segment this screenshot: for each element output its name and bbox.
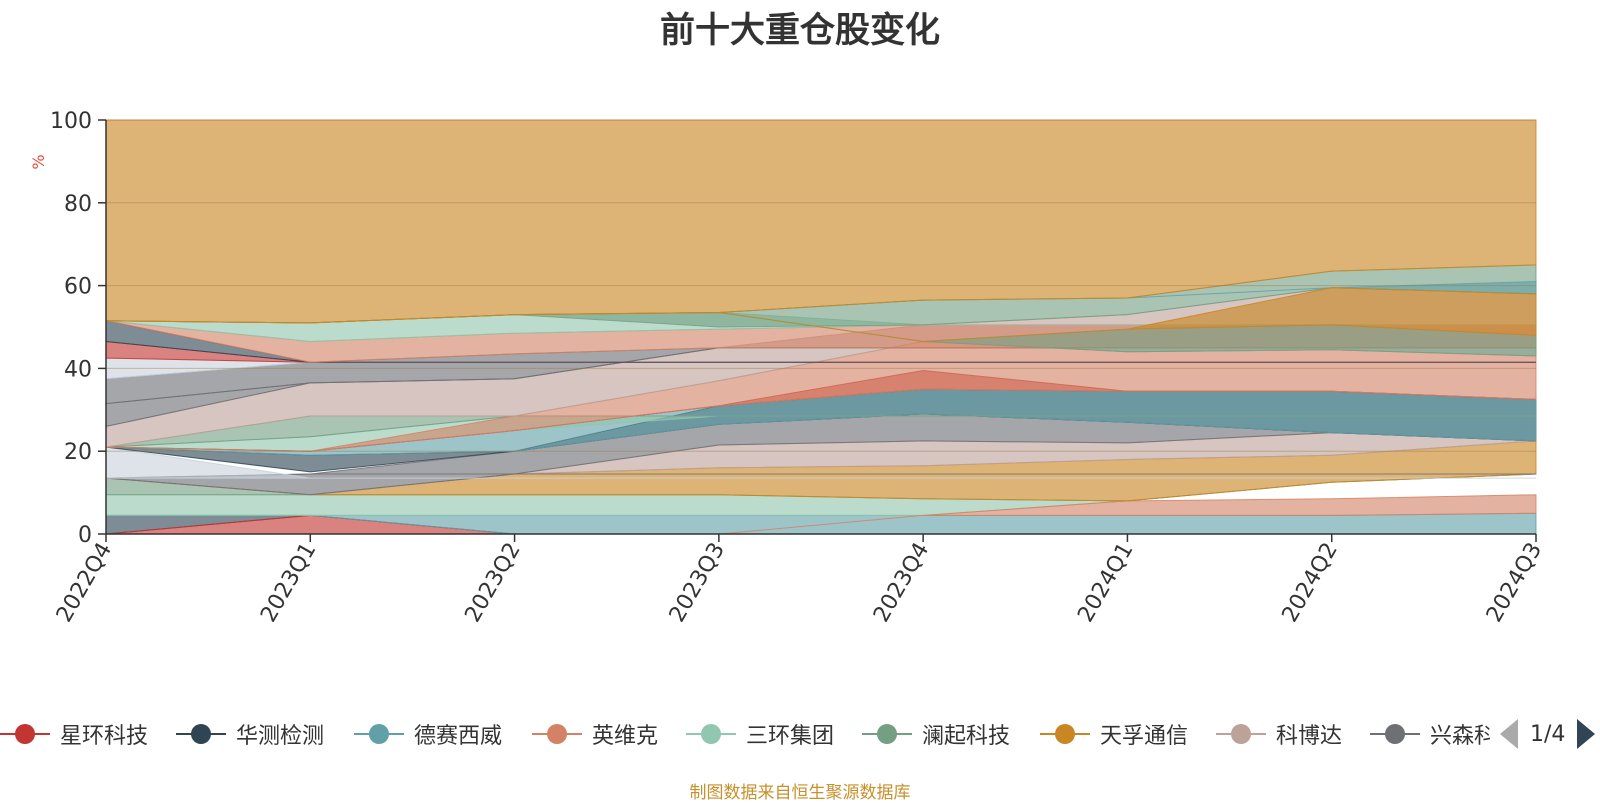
y-tick-label-3: 60: [64, 275, 92, 300]
x-tick-label-5: 2024Q1: [1073, 539, 1138, 627]
legend-label: 天孚通信: [1100, 724, 1189, 749]
series-bands: [105, 119, 1537, 535]
legend-item-5[interactable]: 澜起科技: [862, 718, 1010, 750]
legend-marker-icon: [1370, 718, 1420, 750]
legend-item-6[interactable]: 天孚通信: [1040, 718, 1188, 750]
legend-marker-icon: [686, 718, 736, 750]
x-tick-label-2: 2023Q2: [460, 539, 525, 627]
legend-label: 科博达: [1276, 724, 1343, 749]
x-tick-label-7: 2024Q3: [1482, 539, 1547, 627]
legend-pager: 1/4: [1500, 718, 1596, 750]
chart-title: 前十大重仓股变化: [659, 11, 940, 51]
legend-marker-icon: [532, 718, 582, 750]
grid-lines: [106, 119, 1536, 452]
y-tick-label-1: 20: [64, 440, 92, 465]
x-tick-label-1: 2023Q1: [256, 539, 321, 627]
legend-item-8[interactable]: 兴森科技: [1370, 718, 1490, 750]
legend-item-4[interactable]: 三环集团: [686, 718, 834, 750]
legend-marker-icon: [354, 718, 404, 750]
area-band-10: [105, 446, 1536, 479]
legend: 星环科技 华测检测 德赛西威 英维克 三环集团 澜起科技 天孚通信 科博达 兴森科技: [0, 718, 1490, 750]
x-tick-label-6: 2024Q2: [1278, 539, 1343, 627]
legend-label: 兴森科技: [1430, 724, 1490, 749]
legend-prev-icon[interactable]: [1500, 719, 1518, 749]
data-source-note: 制图数据来自恒生聚源数据库: [689, 783, 911, 803]
area-band-9: [105, 473, 1536, 479]
legend-item-1[interactable]: 华测检测: [176, 718, 324, 750]
legend-item-2[interactable]: 德赛西威: [354, 718, 502, 750]
legend-label: 星环科技: [60, 724, 149, 749]
y-tick-label-0: 0: [78, 523, 92, 548]
legend-marker-icon: [176, 718, 226, 750]
legend-label: 英维克: [592, 724, 659, 749]
legend-item-7[interactable]: 科博达: [1216, 718, 1342, 750]
legend-item-0[interactable]: 星环科技: [0, 718, 148, 750]
area-band-29: [105, 119, 1537, 324]
x-tick-label-0: 2022Q4: [52, 539, 117, 627]
area-band-22: [105, 320, 1536, 363]
y-axis-unit: %: [29, 154, 48, 169]
legend-page-indicator: 1/4: [1530, 721, 1566, 747]
legend-marker-icon: [1216, 718, 1266, 750]
legend-marker-icon: [0, 718, 50, 750]
legend-label: 澜起科技: [922, 724, 1011, 749]
legend-next-icon[interactable]: [1577, 719, 1596, 749]
legend-marker-icon: [1040, 718, 1090, 750]
legend-label: 三环集团: [746, 724, 835, 749]
x-tick-label-4: 2023Q4: [869, 539, 934, 627]
legend-item-3[interactable]: 英维克: [532, 718, 658, 750]
y-tick-label-4: 80: [64, 192, 92, 217]
y-tick-label-5: 100: [50, 109, 92, 134]
x-tick-label-3: 2023Q3: [665, 539, 730, 627]
legend-label: 德赛西威: [414, 724, 503, 749]
y-tick-label-2: 40: [64, 357, 92, 382]
legend-marker-icon: [862, 718, 912, 750]
legend-label: 华测检测: [236, 724, 325, 749]
